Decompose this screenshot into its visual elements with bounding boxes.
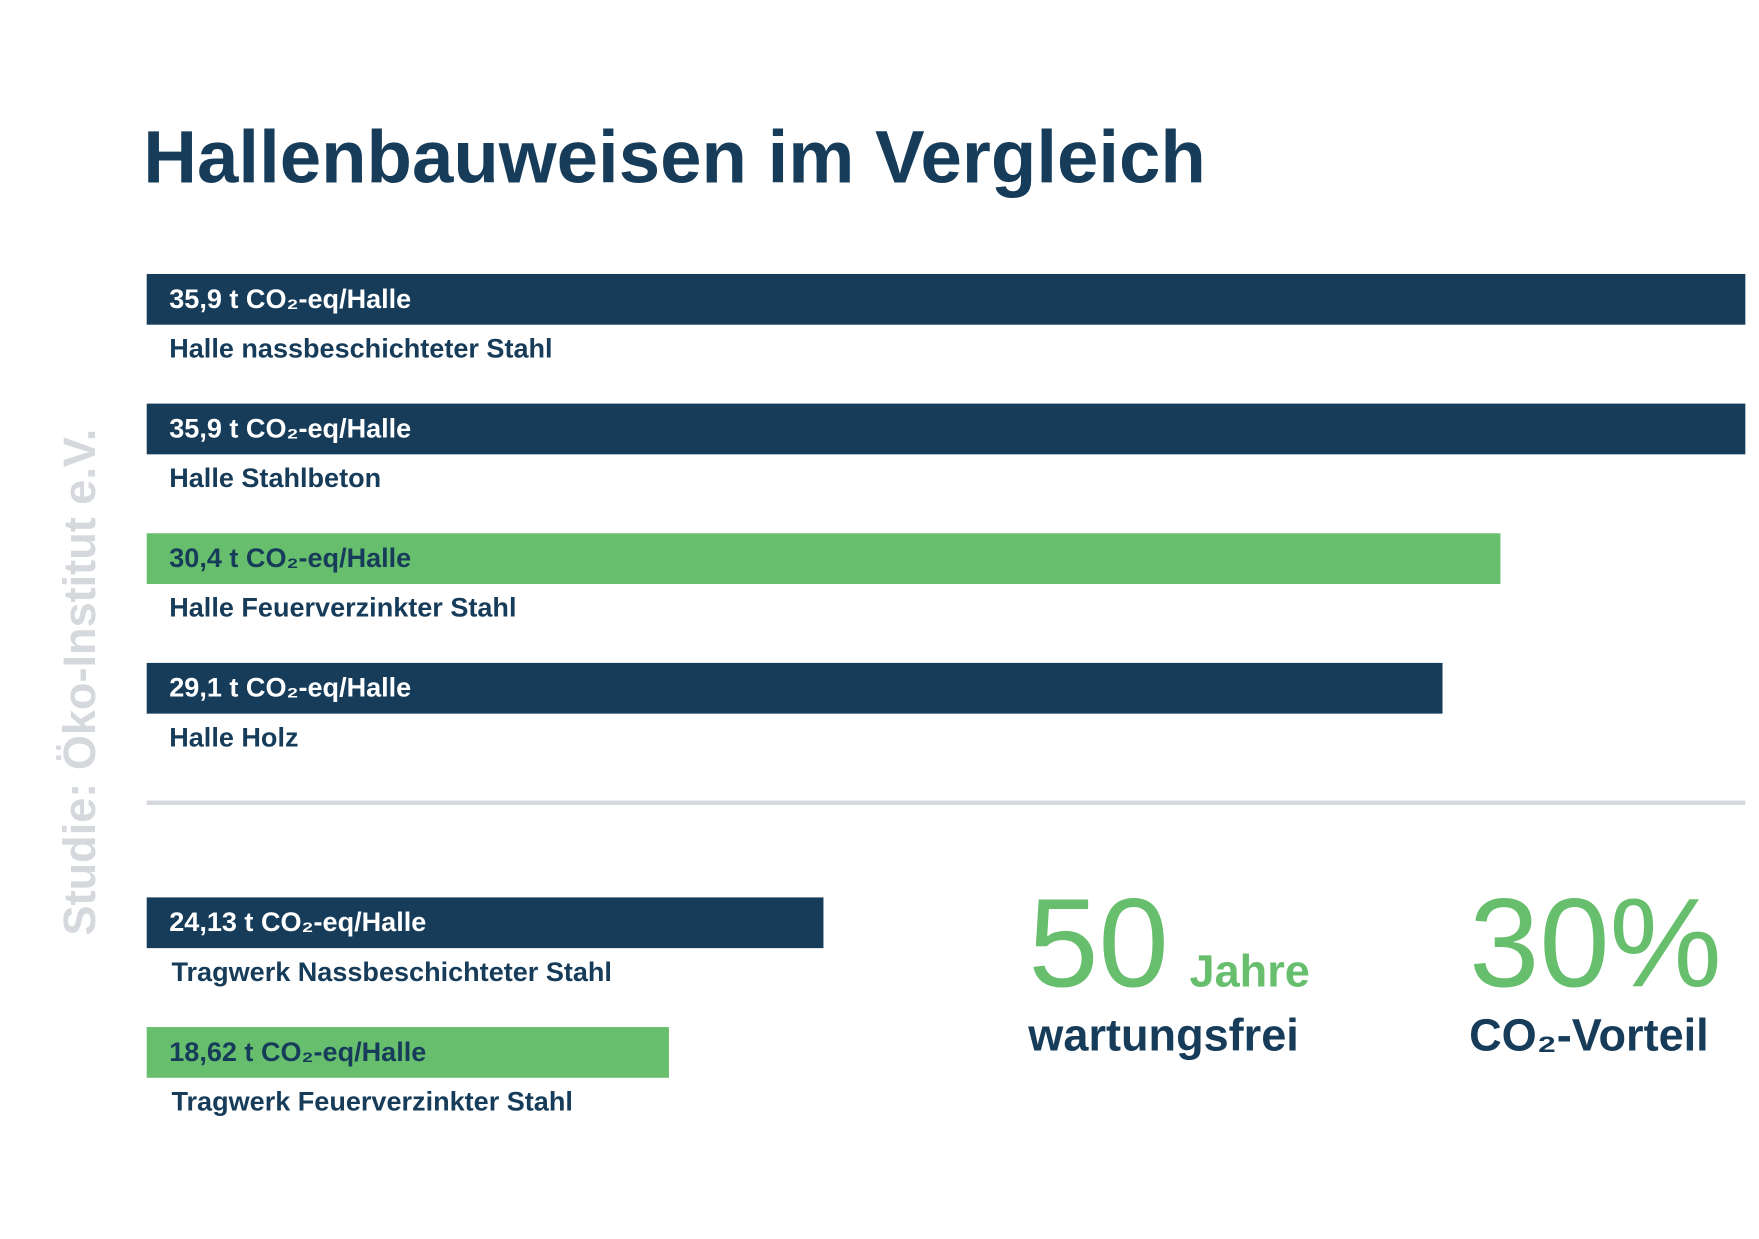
value-label: 35,9 t CO₂-eq/Halle <box>169 413 411 443</box>
value-label: 30,4 t CO₂-eq/Halle <box>169 543 411 573</box>
bar <box>146 897 824 949</box>
stat-label: wartungsfrei <box>1027 1010 1299 1061</box>
category-label: Halle Feuerverzinkter Stahl <box>169 593 516 623</box>
bar <box>146 1027 669 1078</box>
value-label: 29,1 t CO₂-eq/Halle <box>169 673 411 703</box>
stat-value: 30% <box>1469 872 1722 1013</box>
bar <box>146 533 1501 584</box>
value-label: 18,62 t CO₂-eq/Halle <box>169 1037 426 1067</box>
category-label: Halle Stahlbeton <box>169 463 381 493</box>
value-label: 35,9 t CO₂-eq/Halle <box>169 284 411 314</box>
bar <box>146 273 1746 325</box>
title: Hallenbauweisen im Vergleich <box>143 116 1206 199</box>
category-label: Tragwerk Nassbeschichteter Stahl <box>172 957 612 987</box>
stat-label: CO₂-Vorteil <box>1469 1010 1709 1061</box>
value-label: 24,13 t CO₂-eq/Halle <box>169 907 426 937</box>
category-label: Tragwerk Feuerverzinkter Stahl <box>172 1086 573 1116</box>
category-label: Halle Holz <box>169 722 298 752</box>
bar <box>146 662 1443 714</box>
stat-value: 50 <box>1028 872 1168 1013</box>
stat-unit: Jahre <box>1190 945 1310 996</box>
source: Studie: Öko-Institut e.V. <box>54 429 105 936</box>
bar <box>146 403 1746 455</box>
category-label: Halle nassbeschichteter Stahl <box>169 333 552 363</box>
